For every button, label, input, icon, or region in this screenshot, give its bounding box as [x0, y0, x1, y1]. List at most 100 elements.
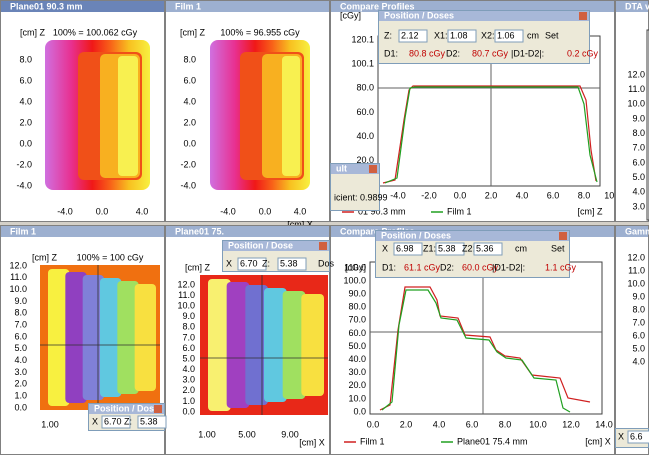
y-tick-label: 10.0 [627, 99, 645, 109]
x-axis-label: [cm] X [299, 437, 325, 447]
input-field[interactable] [435, 242, 465, 256]
dialog-field: 0.2 cGy [567, 48, 599, 58]
dialog-field: D1: [382, 262, 396, 272]
y-tick-label: -2.0 [180, 159, 196, 169]
y-tick-label: 12.0 [9, 260, 27, 270]
dose-region [48, 269, 70, 406]
input-field[interactable] [627, 430, 649, 444]
input-field[interactable] [473, 242, 503, 256]
x-tick-label: 2.0 [485, 190, 498, 200]
input-field[interactable] [137, 415, 167, 429]
y-tick-label: 80.0 [356, 83, 374, 93]
dialog-field: D1: [384, 48, 398, 58]
title-bar [331, 1, 614, 12]
y-tick-label: 8.0 [632, 304, 645, 314]
x-tick-label: 0.0 [454, 190, 467, 200]
x-axis-label: [cm] Z [578, 206, 603, 216]
y-tick-label: 5.0 [632, 172, 645, 182]
close-button[interactable] [319, 242, 327, 250]
title-bar [1, 1, 164, 12]
input-field[interactable] [398, 29, 428, 43]
y-tick-label: 0.0 [353, 406, 366, 416]
y-tick-label: 100.0 [343, 275, 366, 285]
y-tick-label: 50.0 [348, 341, 366, 351]
dialog-title: Position / Dose [228, 240, 293, 250]
y-tick-label: 4.0 [19, 96, 32, 106]
input-field[interactable] [494, 29, 524, 43]
x-tick-label: 1.00 [41, 419, 59, 429]
y-tick-label: 9.0 [182, 311, 195, 321]
y-tick-label: 4.0 [182, 364, 195, 374]
x-tick-label: 12.0 [562, 419, 580, 429]
input-field[interactable] [393, 242, 423, 256]
y-tick-label: 3.0 [182, 375, 195, 385]
dialog-field: 80.8 cGy [409, 48, 446, 58]
dose-region [226, 282, 250, 408]
y-tick-label: 8.0 [182, 322, 195, 332]
dialog-field: X [618, 431, 624, 441]
dose-region [134, 284, 156, 391]
dose-scale: 100% = 100 cGy [77, 252, 144, 262]
input-field[interactable] [237, 257, 267, 271]
window-title: Plane01 90.3 mm [10, 1, 83, 11]
dialog-field: 5.38 [438, 243, 456, 253]
y-tick-label: 12.0 [177, 279, 195, 289]
dialog-field: 2.12 [401, 30, 419, 40]
dialog-field: Set [545, 30, 559, 40]
dose-region [264, 288, 287, 402]
y-tick-label: 10.0 [627, 278, 645, 288]
dose-region [82, 275, 104, 400]
y-tick-label: 110.0 [344, 262, 366, 272]
dose-region [301, 294, 324, 396]
dialog-field: X [226, 258, 232, 268]
dialog-field: 5.36 [476, 243, 494, 253]
x-tick-label: -2.0 [421, 190, 437, 200]
dose-scale: 100% = 96.955 cGy [220, 27, 300, 37]
y-tick-label: 12.0 [627, 252, 645, 262]
dialog-field: 6.6 [630, 431, 643, 441]
axis-label: [cGy] [345, 262, 366, 272]
x-tick-label: 4.0 [433, 419, 446, 429]
dialog-title: ult [336, 163, 347, 173]
y-tick-label: 3.0 [632, 201, 645, 211]
dialog-field: Z2: [462, 243, 475, 253]
y-tick-label: 20.0 [356, 155, 374, 165]
y-tick-label: 9.0 [632, 291, 645, 301]
dialog-field: 1.08 [450, 30, 468, 40]
dose-region [208, 279, 231, 411]
title-bar [166, 1, 329, 12]
input-field[interactable] [447, 29, 477, 43]
y-tick-label: 0.0 [182, 406, 195, 416]
close-button[interactable] [559, 232, 567, 240]
x-tick-label: 9.00 [281, 429, 299, 439]
y-tick-label: 120.1 [351, 34, 374, 44]
y-tick-label: 7.0 [182, 332, 195, 342]
x-tick-label: 8.0 [499, 419, 512, 429]
close-button[interactable] [579, 12, 587, 20]
profile-curve [382, 85, 597, 184]
y-tick-label: 70.0 [348, 315, 366, 325]
y-tick-label: -4.0 [16, 180, 32, 190]
close-button[interactable] [369, 165, 377, 173]
y-tick-label: 1.0 [14, 391, 27, 401]
input-field[interactable] [101, 415, 131, 429]
y-tick-label: 20.0 [348, 380, 366, 390]
x-tick-label: -4.0 [57, 206, 73, 216]
dose-map [282, 56, 300, 176]
input-field[interactable] [277, 257, 307, 271]
x-tick-label: 4.0 [136, 206, 149, 216]
dialog-field: 1.06 [497, 30, 515, 40]
legend-label: Film 1 [360, 436, 385, 446]
x-tick-label: 5.00 [238, 429, 256, 439]
dialog-field: Z: [124, 416, 132, 426]
y-tick-label: 11.0 [10, 272, 27, 282]
y-tick-label: 7.0 [14, 320, 27, 330]
title-bar [616, 226, 648, 237]
y-tick-label: 100.1 [351, 59, 374, 69]
x-tick-label: 4.0 [516, 190, 529, 200]
y-tick-label: 6.0 [14, 331, 27, 341]
y-tick-label: 30.0 [348, 367, 366, 377]
title-bar [166, 226, 329, 237]
close-button[interactable] [154, 405, 162, 413]
